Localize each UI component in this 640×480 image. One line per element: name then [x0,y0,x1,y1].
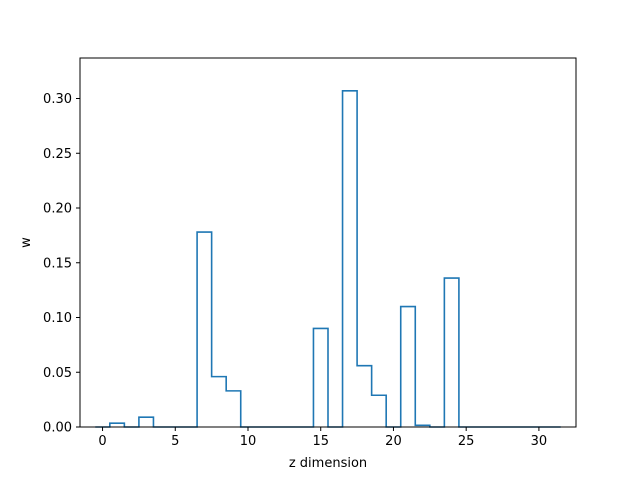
y-tick-label: 0.15 [43,256,72,271]
y-tick-label: 0.25 [43,147,72,162]
step-point-22 [415,424,430,426]
x-axis-label: z dimension [289,456,367,471]
x-tick-label: 10 [240,434,257,449]
step-point-3 [139,416,154,418]
y-tick-label: 0.00 [43,421,72,436]
step-point-17 [343,90,358,92]
y-tick-label: 0.10 [43,311,72,326]
axes-frame [79,57,577,428]
step-point-18 [357,365,372,367]
y-tick-label: 0.30 [43,92,72,107]
y-axis-ticks: 0.00 0.05 0.10 0.15 0.20 0.25 0.30 [43,92,80,436]
x-tick-label: 30 [531,434,548,449]
x-tick-label: 20 [385,434,402,449]
step-point-1 [110,422,125,424]
step-point-24 [444,277,459,279]
x-axis-ticks: 0 5 10 15 20 25 30 [98,427,547,449]
step-point-15 [313,327,328,329]
step-point-7 [197,231,212,233]
x-tick-label: 0 [98,434,106,449]
step-point-21 [401,306,416,308]
y-tick-label: 0.20 [43,202,72,217]
x-tick-label: 15 [312,434,329,449]
step-point-19 [372,394,387,396]
y-tick-label: 0.05 [43,366,72,381]
x-tick-label: 5 [171,434,179,449]
step-point-8 [212,376,227,378]
step-point-9 [226,390,241,392]
y-axis-label: w [19,237,34,248]
x-tick-label: 25 [458,434,475,449]
